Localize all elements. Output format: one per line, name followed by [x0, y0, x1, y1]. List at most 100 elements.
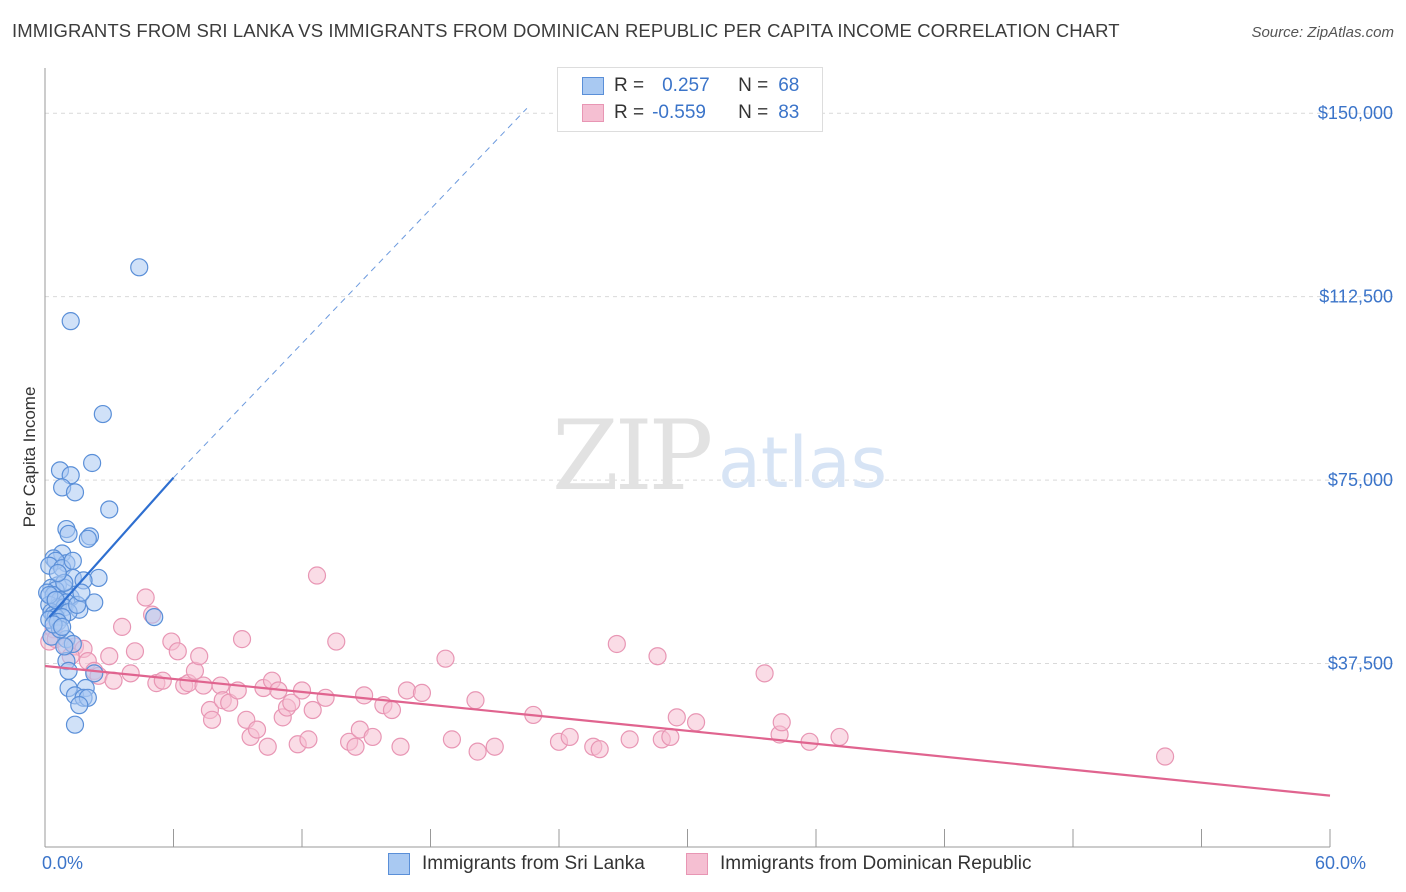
- trend-line-dominican: [44, 664, 1331, 797]
- data-point-dominican: [363, 727, 382, 747]
- legend-swatch-dominican: [582, 104, 604, 122]
- data-point-dominican: [112, 617, 132, 636]
- data-point-dominican: [303, 700, 322, 720]
- points-layer: [38, 258, 1175, 766]
- y-tick-label: $75,000: [1328, 470, 1393, 490]
- legend-n-value: 68: [778, 75, 800, 96]
- data-point-dominican: [153, 671, 172, 690]
- y-tick-label: $150,000: [1318, 103, 1393, 123]
- data-point-sri-lanka: [130, 258, 149, 277]
- data-point-dominican: [648, 647, 667, 666]
- data-point-dominican: [412, 683, 432, 703]
- data-point-sri-lanka: [61, 312, 80, 331]
- data-point-sri-lanka: [59, 524, 78, 544]
- data-point-dominican: [661, 727, 680, 747]
- data-point-dominican: [772, 713, 791, 732]
- legend-row-sri-lanka: R = 0.257 N = 68: [582, 74, 799, 98]
- data-point-dominican: [607, 634, 626, 654]
- stats-legend: R = 0.257 N = 68 R = -0.559 N = 83: [557, 67, 823, 132]
- data-point-sri-lanka: [59, 661, 78, 680]
- bottom-legend-label-sri-lanka: Immigrants from Sri Lanka: [422, 853, 645, 874]
- data-point-dominican: [258, 737, 277, 756]
- data-point-sri-lanka: [145, 607, 164, 627]
- data-point-sri-lanka: [65, 715, 85, 734]
- data-point-sri-lanka: [53, 617, 72, 636]
- data-point-dominican: [485, 737, 504, 756]
- bottom-legend-swatch-sri-lanka: [388, 853, 410, 875]
- trend-line-sri-lanka-extension: [173, 108, 528, 479]
- bottom-legend-swatch-dominican: [686, 853, 708, 875]
- data-point-dominican: [468, 742, 487, 761]
- source-label: Source: ZipAtlas.com: [1251, 24, 1394, 41]
- data-point-dominican: [397, 681, 417, 700]
- data-point-dominican: [355, 686, 374, 705]
- x-tick-label: 60.0%: [1315, 853, 1366, 873]
- data-point-dominican: [247, 720, 267, 739]
- data-point-sri-lanka: [78, 529, 97, 548]
- data-point-dominican: [391, 737, 410, 756]
- data-point-dominican: [442, 730, 462, 749]
- data-point-sri-lanka: [63, 551, 82, 570]
- data-point-dominican: [194, 676, 213, 695]
- x-tick-label: 0.0%: [42, 853, 83, 873]
- legend-row-dominican: R = -0.559 N = 83: [582, 101, 799, 125]
- legend-r-value: 0.257: [662, 75, 710, 96]
- data-point-dominican: [168, 642, 187, 661]
- legend-n-label: N =: [738, 102, 769, 123]
- data-point-dominican: [1155, 747, 1175, 766]
- trend-line-sri-lanka: [48, 476, 175, 618]
- data-point-dominican: [327, 632, 346, 651]
- data-point-dominican: [346, 737, 365, 756]
- watermark-zip: ZIP: [552, 400, 711, 512]
- trend-layer: [44, 108, 1331, 797]
- data-point-dominican: [100, 647, 119, 666]
- data-point-dominican: [830, 727, 849, 747]
- legend-r-label: R =: [614, 102, 645, 123]
- data-point-dominican: [620, 730, 639, 749]
- data-point-sri-lanka: [72, 583, 91, 602]
- data-point-dominican: [466, 691, 485, 710]
- legend-n-label: N =: [738, 75, 769, 96]
- data-point-sri-lanka: [48, 563, 67, 583]
- data-point-dominican: [590, 740, 609, 759]
- data-point-dominican: [382, 700, 402, 720]
- data-point-dominican: [136, 588, 155, 607]
- y-axis-label: Per Capita Income: [20, 387, 39, 528]
- legend-r-label: R =: [614, 75, 645, 96]
- bottom-legend-sri-lanka: Immigrants from Sri Lanka: [388, 851, 645, 877]
- chart-title: IMMIGRANTS FROM SRI LANKA VS IMMIGRANTS …: [12, 20, 1120, 41]
- bottom-legend-dominican: Immigrants from Dominican Republic: [686, 851, 1032, 877]
- data-point-sri-lanka: [55, 637, 74, 656]
- data-point-dominican: [282, 693, 301, 712]
- data-point-dominican: [316, 688, 335, 707]
- data-point-sri-lanka: [85, 664, 104, 683]
- data-point-sri-lanka: [65, 483, 85, 502]
- data-point-dominican: [307, 566, 327, 585]
- data-point-dominican: [104, 671, 123, 690]
- data-point-dominican: [232, 630, 252, 649]
- data-point-sri-lanka: [83, 453, 102, 473]
- data-point-dominican: [560, 727, 579, 747]
- watermark-atlas: atlas: [718, 422, 887, 504]
- bottom-legend-label-dominican: Immigrants from Dominican Republic: [720, 853, 1032, 874]
- legend-n-value: 83: [778, 102, 800, 123]
- data-point-dominican: [667, 708, 686, 727]
- data-point-dominican: [686, 713, 706, 732]
- axes-layer: $37,500 $75,000 $112,500 $150,000 0.0% 60.0%: [42, 68, 1393, 873]
- data-point-dominican: [755, 664, 774, 683]
- data-point-sri-lanka: [89, 568, 108, 588]
- legend-r-value: -0.559: [652, 102, 706, 123]
- data-point-sri-lanka: [93, 404, 112, 424]
- y-tick-label: $112,500: [1319, 287, 1393, 307]
- data-point-dominican: [299, 730, 318, 749]
- data-point-sri-lanka: [46, 590, 65, 610]
- legend-swatch-sri-lanka: [582, 77, 604, 95]
- y-tick-label: $37,500: [1328, 654, 1393, 674]
- grid-layer: [45, 112, 1395, 665]
- data-point-dominican: [202, 710, 222, 729]
- data-point-sri-lanka: [100, 500, 119, 519]
- watermark: ZIP atlas: [552, 400, 887, 512]
- data-point-sri-lanka: [70, 696, 89, 715]
- data-point-dominican: [125, 642, 145, 661]
